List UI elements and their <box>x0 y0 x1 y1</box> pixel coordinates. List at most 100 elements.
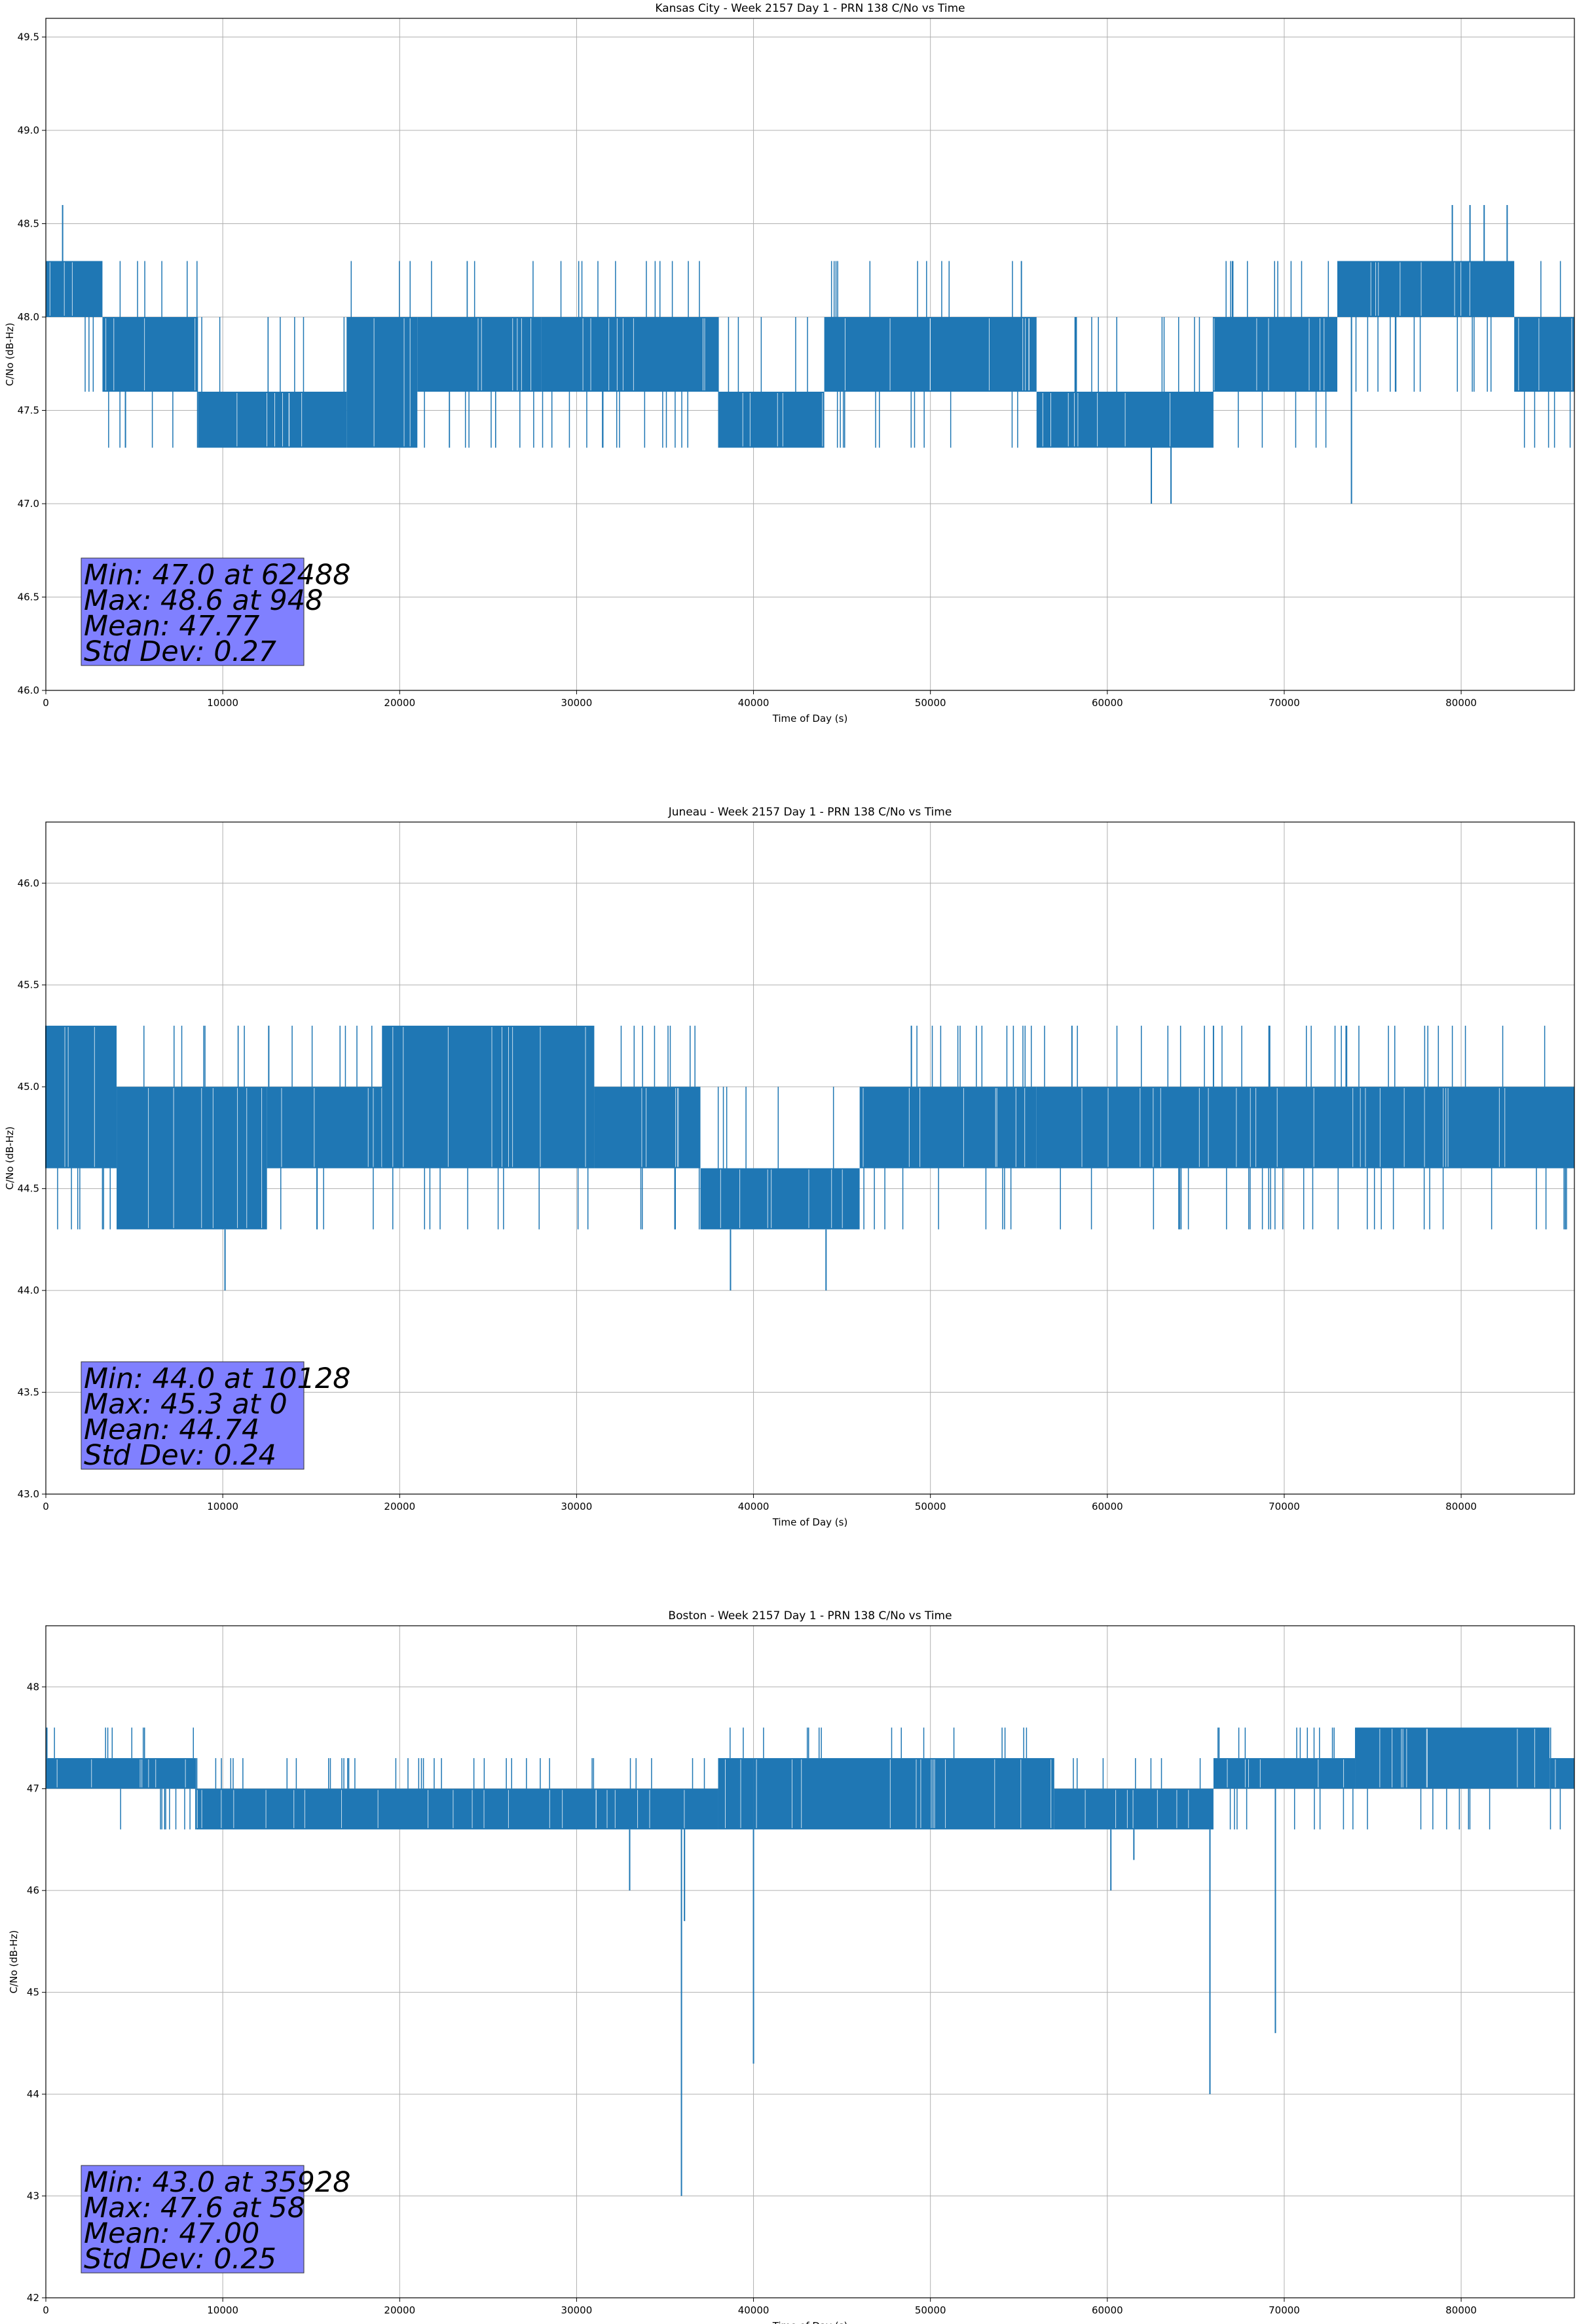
y-tick-label: 46 <box>27 1884 39 1896</box>
x-tick-label: 60000 <box>1092 697 1123 709</box>
x-axis-label: Time of Day (s) <box>772 1516 848 1528</box>
stats-line: Std Dev: 0.25 <box>84 2243 276 2276</box>
y-tick-label: 45.5 <box>18 979 39 991</box>
y-axis-label: C/No (dB-Hz) <box>4 323 16 386</box>
y-tick-label: 42 <box>27 2292 39 2304</box>
stats-line: Mean: 44.74 <box>84 1414 259 1446</box>
series-line <box>45 1025 1574 1291</box>
x-tick-label: 0 <box>43 697 49 709</box>
y-tick-label: 43 <box>27 2190 39 2202</box>
y-axis-label: C/No (dB-Hz) <box>8 1930 20 1994</box>
x-tick-label: 10000 <box>207 697 238 709</box>
stats-line: Max: 48.6 at 948 <box>84 584 323 617</box>
y-tick-label: 44.0 <box>18 1284 39 1296</box>
y-tick-label: 45 <box>27 1987 39 1998</box>
stats-line: Min: 43.0 at 35928 <box>84 2166 351 2199</box>
series-band <box>417 317 542 392</box>
y-tick-label: 44 <box>27 2088 39 2100</box>
x-tick-label: 30000 <box>561 1501 593 1512</box>
y-tick-label: 46.0 <box>18 877 39 889</box>
series-band <box>198 392 347 448</box>
series-band <box>1355 1727 1550 1789</box>
x-tick-label: 40000 <box>738 2304 770 2316</box>
y-tick-label: 47 <box>27 1783 39 1795</box>
chart-title: Juneau - Week 2157 Day 1 - PRN 138 C/No … <box>668 806 952 819</box>
series-band <box>46 261 103 317</box>
chart-title: Kansas City - Week 2157 Day 1 - PRN 138 … <box>655 2 965 15</box>
x-tick-label: 70000 <box>1269 1501 1300 1512</box>
x-tick-label: 50000 <box>915 1501 946 1512</box>
series-band <box>46 1025 117 1169</box>
y-tick-label: 46.0 <box>18 684 39 696</box>
plot-frame <box>45 821 1575 1495</box>
series-band <box>1337 261 1515 317</box>
series-band <box>267 1087 382 1169</box>
y-tick-label: 45.0 <box>18 1081 39 1093</box>
y-tick-label: 48 <box>27 1681 39 1693</box>
y-tick-label: 43.5 <box>18 1387 39 1398</box>
y-tick-label: 46.5 <box>18 591 39 603</box>
series-band <box>382 1025 595 1169</box>
x-tick-label: 70000 <box>1269 697 1300 709</box>
x-tick-label: 50000 <box>915 697 946 709</box>
stats-line: Min: 47.0 at 62488 <box>84 559 351 591</box>
series-band <box>117 1087 267 1229</box>
series-line <box>46 205 1574 504</box>
series-band <box>1213 1758 1356 1789</box>
y-tick-label: 49.0 <box>18 124 39 136</box>
stats-line: Std Dev: 0.27 <box>84 635 276 668</box>
x-tick-label: 80000 <box>1445 1501 1477 1512</box>
y-tick-label: 48.5 <box>18 218 39 230</box>
plot-frame <box>45 18 1575 691</box>
series-band <box>196 1788 718 1829</box>
stats-line: Max: 47.6 at 58 <box>84 2192 305 2224</box>
chart-2: 0 10000 20000 30000 40000 50000 60000 70000 8000… <box>4 806 1575 1528</box>
stats-line: Std Dev: 0.24 <box>84 1439 276 1472</box>
x-tick-label: 10000 <box>207 1501 238 1512</box>
series-band <box>46 1758 196 1789</box>
chart-title: Boston - Week 2157 Day 1 - PRN 138 C/No … <box>668 1609 952 1622</box>
x-tick-label: 20000 <box>384 697 415 709</box>
series-band <box>346 317 418 448</box>
x-tick-label: 40000 <box>738 1501 770 1512</box>
stats-line: Mean: 47.00 <box>84 2217 259 2250</box>
chart-1: 0 10000 20000 30000 40000 50000 60000 70000 8000… <box>4 2 1575 724</box>
x-tick-label: 20000 <box>384 1501 415 1512</box>
x-tick-label: 10000 <box>207 2304 238 2316</box>
y-axis-label: C/No (dB-Hz) <box>4 1127 16 1190</box>
series-band <box>1054 1788 1214 1829</box>
series-line <box>46 1727 1574 2196</box>
x-axis-label: Time of Day (s) <box>772 713 848 724</box>
series-band <box>102 317 198 392</box>
stats-box <box>81 557 305 666</box>
x-axis-label: Time of Day (s) <box>772 2320 848 2324</box>
x-tick-label: 70000 <box>1269 2304 1300 2316</box>
series-band <box>718 1758 754 1829</box>
plot-frame <box>45 1625 1575 2298</box>
x-tick-label: 0 <box>43 1501 49 1512</box>
stats-line: Mean: 47.77 <box>84 610 259 643</box>
series-band <box>1549 1758 1574 1789</box>
y-tick-label: 44.5 <box>18 1183 39 1195</box>
series-band <box>594 1087 701 1169</box>
series-band <box>1036 1087 1574 1169</box>
x-tick-label: 30000 <box>561 2304 593 2316</box>
x-tick-label: 30000 <box>561 697 593 709</box>
x-tick-label: 0 <box>43 2304 49 2316</box>
y-tick-label: 49.5 <box>18 31 39 43</box>
y-tick-label: 47.5 <box>18 405 39 417</box>
chart-3: 0 10000 20000 30000 40000 50000 60000 70000 8000… <box>8 1609 1575 2324</box>
series-band <box>700 1168 860 1229</box>
y-tick-label: 43.0 <box>18 1488 39 1500</box>
series-band <box>1514 317 1574 392</box>
stats-box <box>81 2165 305 2274</box>
stats-line: Min: 44.0 at 10128 <box>84 1362 351 1395</box>
x-tick-label: 40000 <box>738 697 770 709</box>
stats-line: Max: 45.3 at 0 <box>84 1388 288 1421</box>
series-band <box>1213 317 1338 392</box>
x-tick-label: 60000 <box>1092 2304 1123 2316</box>
x-tick-label: 80000 <box>1445 2304 1477 2316</box>
y-tick-label: 48.0 <box>18 311 39 323</box>
series-band <box>753 1758 1054 1829</box>
x-tick-label: 50000 <box>915 2304 946 2316</box>
